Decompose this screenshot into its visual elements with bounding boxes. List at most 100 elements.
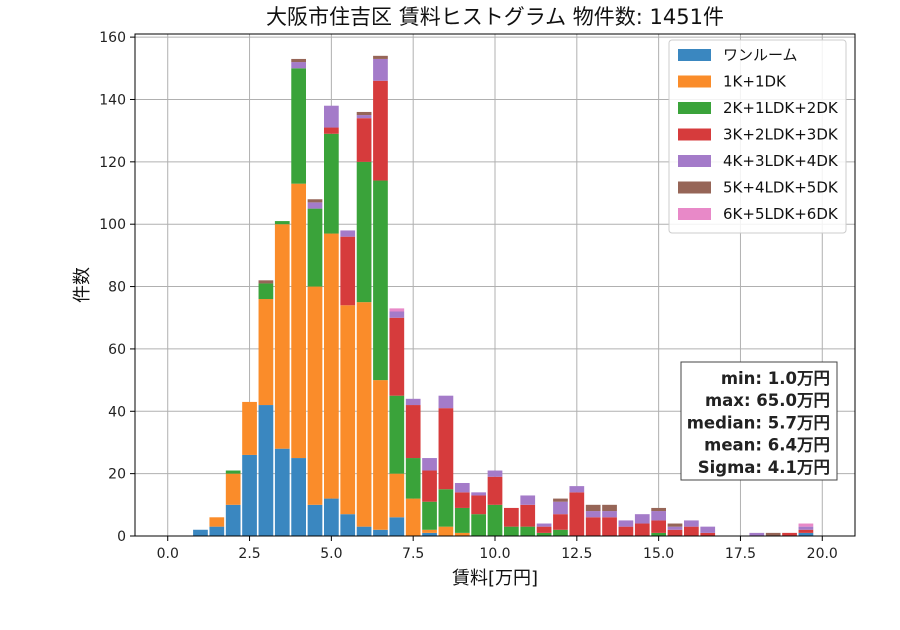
- x-tick-label: 20.0: [807, 546, 838, 562]
- chart-title: 大阪市住吉区 賃料ヒストグラム 物件数: 1451件: [266, 5, 724, 29]
- bar-segment: [324, 105, 339, 128]
- bar-segment: [684, 526, 699, 536]
- bar-segment: [389, 308, 405, 312]
- bar-segment: [520, 526, 536, 536]
- bar-segment: [340, 514, 356, 536]
- bar-segment: [307, 202, 323, 209]
- bar-segment: [438, 395, 454, 409]
- bar-segment: [258, 405, 274, 536]
- y-tick-label: 100: [99, 217, 126, 233]
- legend-box: [668, 39, 847, 234]
- bar-segment: [389, 395, 405, 474]
- legend-label: ワンルーム: [723, 46, 798, 64]
- legend-swatch: [678, 181, 711, 194]
- bar-segment: [340, 305, 356, 515]
- x-tick-label: 12.5: [561, 546, 592, 562]
- bar-segment: [405, 458, 421, 499]
- y-tick-label: 160: [99, 30, 126, 46]
- bar-segment: [242, 454, 257, 536]
- legend-swatch: [678, 128, 711, 141]
- stats-box-frame: [680, 361, 838, 481]
- x-axis-label: 賃料[万円]: [452, 568, 538, 589]
- bar-segment: [225, 470, 241, 474]
- bar-segment: [700, 532, 716, 536]
- bar-segment: [193, 529, 208, 536]
- bar-segment: [651, 532, 666, 536]
- bar-segment: [258, 283, 274, 300]
- bar-segment: [798, 523, 814, 527]
- y-tick-label: 60: [108, 342, 126, 358]
- bar-segment: [405, 398, 421, 406]
- bar-segment: [454, 532, 470, 536]
- bar-segment: [520, 504, 536, 527]
- bar-segment: [307, 286, 323, 505]
- bar-segment: [454, 492, 470, 508]
- legend-label: 1K+1DK: [723, 73, 787, 91]
- bar-segment: [209, 526, 225, 536]
- bar-segment: [373, 80, 388, 181]
- bar-segment: [487, 476, 503, 505]
- bar-segment: [667, 523, 683, 527]
- y-axis-label: 件数: [72, 267, 93, 303]
- bar-segment: [536, 526, 552, 533]
- bar-segment: [209, 517, 225, 527]
- stats-line: max: 65.0万円: [705, 391, 830, 410]
- bar-segment: [798, 526, 814, 530]
- bar-segment: [651, 507, 666, 512]
- bar-segment: [422, 529, 437, 533]
- bar-segment: [553, 514, 568, 530]
- bar-segment: [340, 236, 356, 306]
- legend-label: 6K+5LDK+6DK: [723, 205, 839, 223]
- bar-segment: [438, 408, 454, 490]
- legend-label: 4K+3LDK+4DK: [723, 152, 839, 170]
- bar-segment: [585, 517, 601, 536]
- bar-segment: [454, 507, 470, 533]
- y-axis-ticks: 0 20 40 60 80 100 120 140 160: [99, 30, 135, 545]
- bar-segment: [487, 504, 503, 536]
- bar-segment: [324, 133, 339, 234]
- y-tick-label: 20: [108, 467, 126, 483]
- bar-segment: [389, 311, 405, 318]
- bar-segment: [405, 405, 421, 459]
- bar-segment: [553, 501, 568, 515]
- bar-segment: [258, 299, 274, 406]
- bar-segment: [373, 180, 388, 381]
- bar-segment: [373, 529, 388, 536]
- bar-segment: [487, 470, 503, 477]
- bar-segment: [471, 514, 486, 536]
- legend-swatch: [678, 49, 711, 61]
- bar-segment: [291, 458, 306, 536]
- bar-segment: [274, 448, 290, 536]
- bar-segment: [324, 127, 339, 134]
- bar-segment: [700, 526, 716, 533]
- y-tick-label: 0: [117, 529, 126, 545]
- bar-segment: [651, 520, 666, 533]
- bar-segment: [258, 280, 274, 284]
- bar-segment: [520, 495, 536, 505]
- bar-segment: [291, 68, 306, 184]
- bar-segment: [356, 115, 372, 119]
- bar-segment: [274, 224, 290, 449]
- bar-segment: [471, 492, 486, 496]
- bar-segment: [634, 523, 650, 536]
- bar-segment: [389, 317, 405, 396]
- x-tick-label: 0.0: [157, 546, 179, 562]
- bar-segment: [307, 199, 323, 203]
- bar-segment: [422, 501, 437, 530]
- bar-segment: [389, 473, 405, 518]
- legend-label: 5K+4LDK+5DK: [723, 179, 839, 197]
- x-tick-label: 17.5: [725, 546, 756, 562]
- bar-segment: [536, 532, 552, 536]
- bar-segment: [422, 532, 437, 536]
- bar-segment: [798, 529, 814, 533]
- bar-segment: [798, 532, 814, 536]
- y-tick-label: 120: [99, 155, 126, 171]
- x-tick-label: 2.5: [238, 546, 260, 562]
- legend-swatch: [678, 208, 711, 220]
- bar-segment: [373, 58, 388, 81]
- legend: ワンルーム 1K+1DK 2K+1LDK+2DK 3K+2LDK+3DK 4K+3LDK…: [668, 39, 847, 234]
- bar-segment: [454, 482, 470, 493]
- bar-segment: [782, 532, 797, 536]
- bar-segment: [569, 492, 585, 536]
- bar-segment: [602, 517, 617, 536]
